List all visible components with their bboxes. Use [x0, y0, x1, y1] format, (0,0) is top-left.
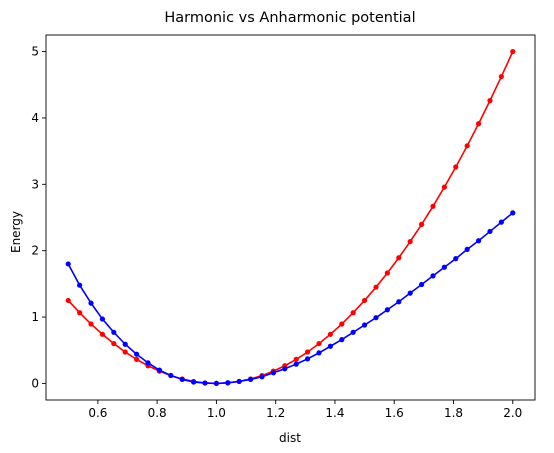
- series-1-point: [88, 321, 94, 327]
- series-2-point: [453, 256, 459, 262]
- x-tick-label: 1.6: [385, 406, 404, 420]
- y-tick-label: 1: [31, 310, 39, 324]
- series-2-point: [361, 322, 368, 328]
- series-2-point: [213, 380, 220, 387]
- series-1-point: [327, 331, 333, 337]
- x-tick-label: 1.4: [325, 406, 344, 420]
- series-1-point: [111, 340, 117, 347]
- series-2-point: [475, 238, 482, 244]
- y-tick-label: 5: [31, 45, 39, 59]
- series-2-point: [88, 300, 94, 306]
- series-2-point: [191, 379, 197, 385]
- series-1-point: [77, 310, 83, 316]
- x-tick-label: 1.8: [444, 406, 463, 420]
- series-2-point: [498, 219, 504, 225]
- series-2-point: [441, 264, 447, 270]
- series-2-point: [407, 290, 413, 296]
- series-1-point: [464, 143, 470, 149]
- series-1-point: [384, 270, 390, 276]
- series-line-2: [67, 212, 514, 385]
- series-2-point: [418, 281, 425, 288]
- x-tick-label: 0.8: [148, 406, 167, 420]
- series-1-point: [99, 331, 106, 337]
- series-2-point: [168, 372, 174, 379]
- series-2-point: [156, 367, 163, 373]
- series-1-point: [293, 356, 299, 362]
- series-2-point: [179, 376, 185, 383]
- y-tick-label: 4: [31, 111, 39, 125]
- series-2-point: [293, 361, 299, 367]
- x-tick-label: 2.0: [503, 406, 522, 420]
- series-2-point: [99, 316, 106, 322]
- series-2-point: [225, 380, 231, 386]
- series-2-point: [339, 337, 345, 343]
- x-tick-label: 1.2: [266, 406, 285, 420]
- series-1-point: [305, 349, 311, 355]
- x-axis-label: dist: [279, 431, 301, 445]
- y-tick-label: 3: [31, 177, 39, 191]
- series-1-point: [510, 48, 516, 55]
- series-2-point: [316, 350, 322, 356]
- series-1-point: [361, 297, 368, 304]
- series-2-point: [384, 307, 390, 313]
- series-1-point: [134, 356, 140, 362]
- series-1-point: [350, 310, 356, 316]
- axes-frame: [45, 34, 536, 401]
- series-2-point: [350, 329, 356, 335]
- series-2-point: [134, 351, 140, 357]
- plot-area: 0.6 0.8 1.0 1.2 1.4 1.6 1.8 2.0 0 1 2 3 4 5: [31, 34, 536, 420]
- series-2-point: [122, 341, 128, 347]
- x-tick-label: 0.6: [88, 406, 107, 420]
- series-2-point: [270, 370, 276, 376]
- series-1-point: [498, 73, 504, 80]
- series-2-point: [487, 228, 493, 235]
- series-1-point: [122, 349, 128, 355]
- series-1-point: [373, 284, 379, 290]
- series-1-point: [487, 98, 493, 104]
- series-1-point: [418, 221, 425, 228]
- series-1-point: [316, 340, 322, 347]
- y-tick-label: 0: [31, 376, 39, 390]
- series-2-point: [202, 380, 208, 386]
- series-2-point: [236, 378, 242, 385]
- series-1-point: [441, 184, 447, 190]
- x-tick-label: 1.0: [207, 406, 226, 420]
- series-line-1: [67, 51, 514, 385]
- y-tick-label: 2: [31, 244, 39, 258]
- series-1-point: [396, 255, 402, 261]
- series-1-point: [430, 203, 436, 209]
- series-1-point: [65, 297, 71, 304]
- series-2-point: [111, 329, 117, 335]
- series-2-point: [77, 282, 83, 288]
- series-2-point: [510, 210, 516, 216]
- series-2-point: [282, 366, 288, 372]
- series-1-point: [475, 121, 482, 127]
- series-2-point: [373, 315, 379, 321]
- series-2-point: [259, 374, 265, 380]
- series-2-point: [248, 376, 254, 383]
- series-2-point: [145, 360, 151, 366]
- series-2-point: [305, 356, 311, 362]
- series-2-point: [430, 273, 436, 279]
- chart-title: Harmonic vs Anharmonic potential: [164, 10, 415, 26]
- series-1-point: [407, 238, 413, 245]
- series-1-point: [339, 321, 345, 327]
- series-2-point: [464, 246, 470, 252]
- series-1-point: [453, 164, 459, 170]
- series-2-point: [327, 343, 333, 349]
- series-2-point: [65, 261, 71, 267]
- y-axis-label: Energy: [9, 211, 23, 253]
- series-2-point: [396, 299, 402, 305]
